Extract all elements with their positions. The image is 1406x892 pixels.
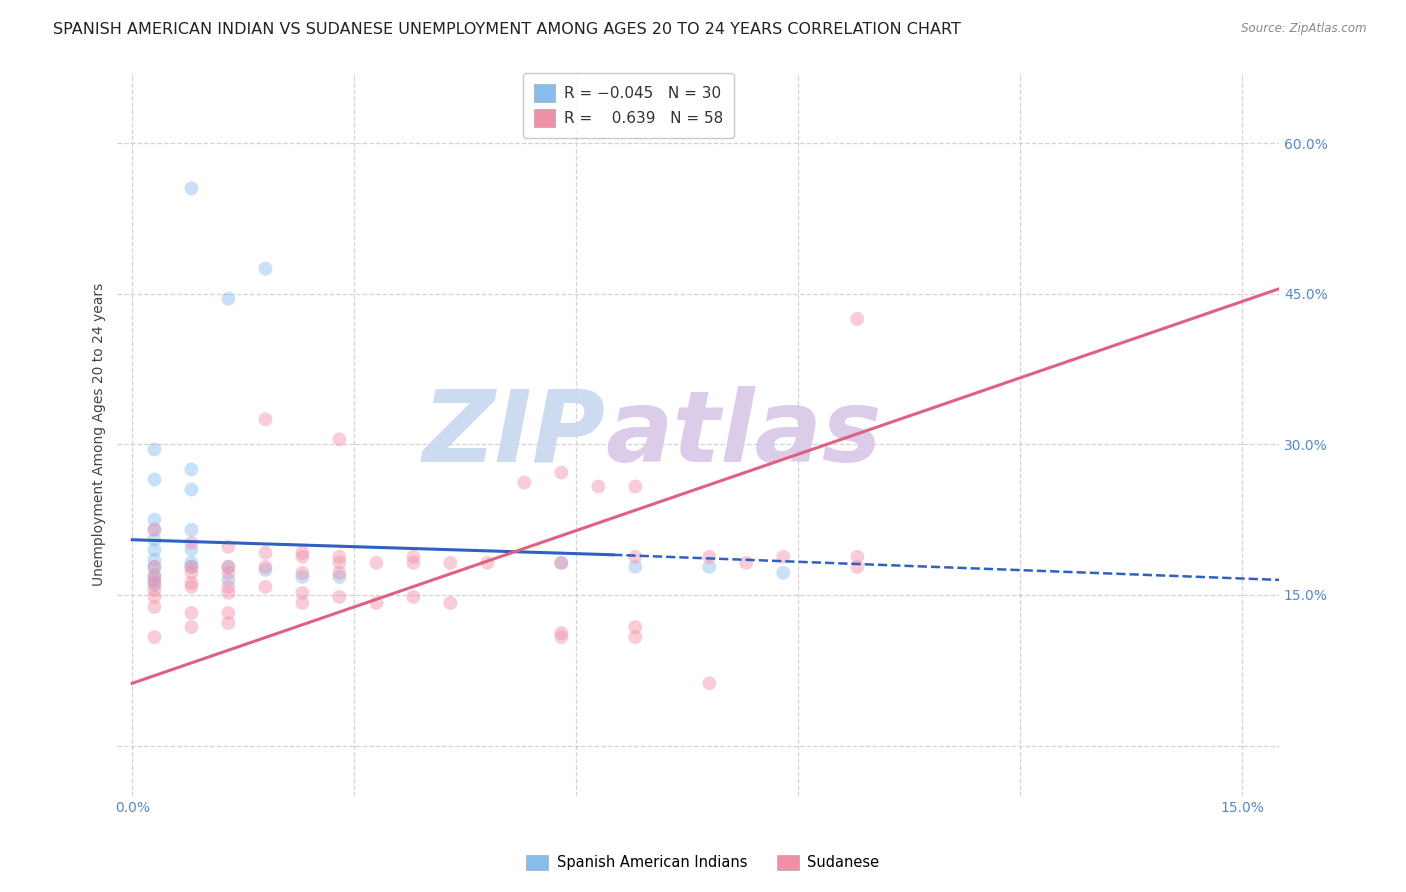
Point [217,615,239,630]
Point [624,620,647,634]
Point [402,549,425,564]
Point [180,606,202,620]
Point [143,523,166,537]
Point [180,462,202,476]
Point [217,580,239,594]
Point [291,566,314,580]
Point [143,553,166,567]
Point [254,559,277,574]
Point [180,620,202,634]
Point [439,556,461,570]
Point [143,513,166,527]
Point [143,533,166,547]
Point [291,596,314,610]
Point [180,580,202,594]
Point [697,559,720,574]
Point [217,559,239,574]
Point [697,549,720,564]
Point [143,575,166,590]
Point [254,563,277,577]
Point [328,566,350,580]
Point [180,181,202,195]
Point [439,596,461,610]
Point [143,567,166,582]
Point [143,559,166,574]
Point [624,630,647,644]
Point [180,566,202,580]
Text: ZIP: ZIP [422,386,606,483]
Point [550,630,572,644]
Point [217,586,239,600]
Point [846,549,869,564]
Point [143,473,166,487]
Point [180,542,202,557]
Point [143,599,166,614]
Point [550,556,572,570]
Point [624,559,647,574]
Point [697,676,720,690]
Point [291,546,314,560]
Point [143,542,166,557]
Point [254,580,277,594]
Text: Source: ZipAtlas.com: Source: ZipAtlas.com [1241,22,1367,36]
Point [624,479,647,493]
Point [328,433,350,447]
Legend: R = −0.045   N = 30, R =    0.639   N = 58: R = −0.045 N = 30, R = 0.639 N = 58 [523,73,734,137]
Point [143,630,166,644]
Point [217,573,239,587]
Text: SPANISH AMERICAN INDIAN VS SUDANESE UNEMPLOYMENT AMONG AGES 20 TO 24 YEARS CORRE: SPANISH AMERICAN INDIAN VS SUDANESE UNEM… [53,22,962,37]
Point [550,466,572,480]
Point [772,549,794,564]
Point [366,556,388,570]
Point [328,590,350,604]
Point [291,586,314,600]
Point [143,582,166,597]
Point [846,312,869,326]
Point [291,570,314,584]
Point [143,570,166,584]
Point [402,590,425,604]
Point [477,556,499,570]
Point [180,559,202,574]
Point [217,540,239,554]
Point [772,566,794,580]
Point [550,556,572,570]
Point [254,412,277,426]
Legend: Spanish American Indians, Sudanese: Spanish American Indians, Sudanese [520,848,886,876]
Point [180,483,202,497]
Text: atlas: atlas [606,386,882,483]
Point [366,596,388,610]
Point [143,578,166,592]
Point [254,546,277,560]
Point [143,523,166,537]
Point [143,590,166,604]
Point [180,523,202,537]
Point [180,559,202,574]
Y-axis label: Unemployment Among Ages 20 to 24 years: Unemployment Among Ages 20 to 24 years [93,283,107,586]
Point [217,606,239,620]
Point [624,549,647,564]
Point [180,556,202,570]
Point [180,575,202,590]
Point [291,549,314,564]
Point [217,559,239,574]
Point [735,556,758,570]
Point [588,479,610,493]
Point [180,535,202,549]
Point [328,549,350,564]
Point [402,556,425,570]
Point [143,573,166,587]
Point [254,261,277,276]
Point [217,292,239,306]
Point [143,559,166,574]
Point [846,559,869,574]
Point [328,570,350,584]
Point [328,556,350,570]
Point [550,626,572,640]
Point [513,475,536,490]
Point [217,566,239,580]
Point [143,442,166,457]
